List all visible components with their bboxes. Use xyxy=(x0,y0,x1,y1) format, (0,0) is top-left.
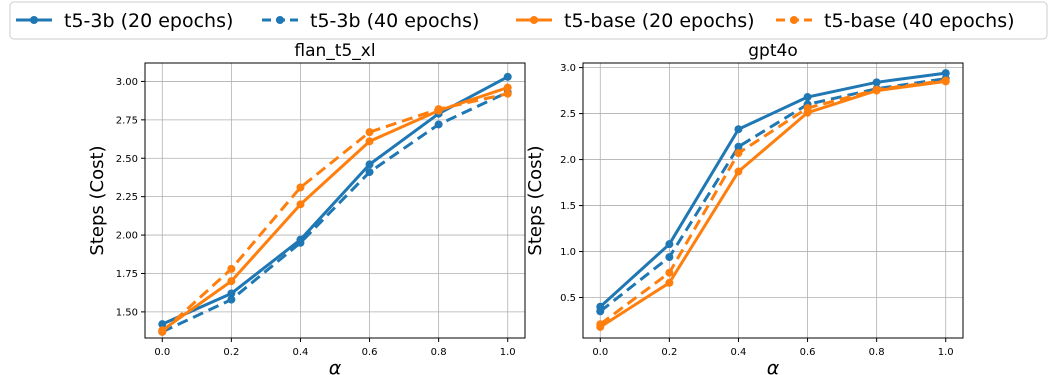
data-point xyxy=(227,264,236,273)
legend-label: t5-base (40 epochs) xyxy=(824,10,1015,32)
data-point xyxy=(434,105,443,114)
x-tick-label: 0.4 xyxy=(731,347,747,358)
y-tick-label: 2.5 xyxy=(560,109,576,120)
legend-label: t5-3b (40 epochs) xyxy=(310,10,479,32)
x-tick-label: 1.0 xyxy=(938,347,954,358)
series-line xyxy=(161,90,509,334)
legend-marker xyxy=(30,16,38,24)
series-line xyxy=(599,78,946,326)
series-line xyxy=(161,92,509,333)
series-t5-base-40-epochs xyxy=(596,76,950,329)
series-line xyxy=(161,75,509,326)
data-point xyxy=(596,320,605,329)
data-point xyxy=(227,295,236,304)
data-point xyxy=(365,168,374,177)
series-t5-base-20-epochs xyxy=(596,77,950,331)
data-point xyxy=(665,278,674,287)
legend-marker xyxy=(276,16,284,24)
y-tick-label: 1.5 xyxy=(560,201,576,212)
data-point xyxy=(734,125,743,134)
data-point xyxy=(665,268,674,277)
chart-title: gpt4o xyxy=(748,41,797,61)
data-point xyxy=(434,120,443,129)
data-point xyxy=(296,238,305,247)
x-tick-label: 0.2 xyxy=(661,347,677,358)
data-point xyxy=(503,72,512,81)
x-tick-label: 0.8 xyxy=(869,347,885,358)
y-tick-label: 2.00 xyxy=(116,231,138,242)
series-line xyxy=(599,71,946,308)
series-t5-3b-40-epochs xyxy=(158,88,512,336)
axes-frame xyxy=(582,62,964,339)
series-line xyxy=(599,77,946,313)
y-tick-label: 2.75 xyxy=(116,115,138,126)
y-tick-label: 1.75 xyxy=(116,269,138,280)
data-point xyxy=(503,89,512,98)
x-tick-label: 0.6 xyxy=(800,347,816,358)
series-t5-3b-40-epochs xyxy=(596,74,950,316)
y-axis-label: Steps (Cost) xyxy=(87,145,108,255)
chart-flan-t5-xl: 0.0 0.2 0.4 0.6 0.8 1.0 1.50 1.75 2.00 2.25 2.50 2.… xyxy=(87,41,526,375)
legend-marker xyxy=(530,16,538,24)
x-tick-label: 0.0 xyxy=(154,347,170,358)
legend-label: t5-3b (20 epochs) xyxy=(64,10,233,32)
data-point xyxy=(665,240,674,249)
data-point xyxy=(803,104,812,113)
data-point xyxy=(665,253,674,262)
data-point xyxy=(734,149,743,158)
x-tick-label: 0.6 xyxy=(362,347,378,358)
y-tick-label: 1.50 xyxy=(116,307,138,318)
axes-frame xyxy=(144,62,526,339)
data-point xyxy=(503,83,512,92)
data-point xyxy=(365,160,374,169)
data-point xyxy=(872,85,881,94)
legend-entry-t5-base-40-epochs: t5-base (40 epochs) xyxy=(776,10,1015,32)
data-point xyxy=(227,289,236,298)
series-line xyxy=(599,79,946,329)
series-t5-3b-20-epochs xyxy=(596,69,950,311)
x-axis-label: α xyxy=(767,357,780,375)
data-point xyxy=(158,320,167,329)
x-tick-label: 1.0 xyxy=(500,347,516,358)
data-point xyxy=(227,277,236,286)
data-point xyxy=(158,327,167,336)
y-tick-label: 0.5 xyxy=(560,293,576,304)
y-axis-label: Steps (Cost) xyxy=(525,145,546,255)
grid xyxy=(583,63,963,338)
data-point xyxy=(734,142,743,151)
data-point xyxy=(365,128,374,137)
data-point xyxy=(365,137,374,146)
legend-entry-t5-base-20-epochs: t5-base (20 epochs) xyxy=(516,10,755,32)
legend-entry-t5-3b-40-epochs: t5-3b (40 epochs) xyxy=(262,10,479,32)
x-tick-label: 0.0 xyxy=(592,347,608,358)
x-tick-label: 0.2 xyxy=(223,347,239,358)
y-tick-label: 3.0 xyxy=(560,63,576,74)
y-tick-label: 3.00 xyxy=(116,77,138,88)
legend: t5-3b (20 epochs) t5-3b (40 epochs) t5-bas… xyxy=(9,1,1048,40)
x-tick-label: 0.8 xyxy=(431,347,447,358)
y-tick-label: 1.0 xyxy=(560,247,576,258)
series-line xyxy=(161,86,509,332)
x-tick-label: 0.4 xyxy=(293,347,309,358)
y-tick-label: 2.25 xyxy=(116,192,138,203)
y-tick-label: 2.0 xyxy=(560,155,576,166)
legend-label: t5-base (20 epochs) xyxy=(564,10,755,32)
series-t5-3b-20-epochs xyxy=(158,72,512,329)
y-tick-label: 2.50 xyxy=(116,154,138,165)
data-point xyxy=(596,307,605,316)
data-point xyxy=(941,76,950,85)
data-point xyxy=(803,93,812,102)
chart-gpt4o: 0.0 0.2 0.4 0.6 0.8 1.0 0.5 1.0 1.5 2.0 2.5 3.0 gpt4… xyxy=(525,41,964,375)
data-point xyxy=(296,200,305,209)
series-t5-base-40-epochs xyxy=(158,89,512,336)
data-point xyxy=(872,78,881,87)
data-point xyxy=(941,69,950,78)
chart-title: flan_t5_xl xyxy=(294,41,375,61)
data-point xyxy=(296,183,305,192)
legend-entry-t5-3b-20-epochs: t5-3b (20 epochs) xyxy=(16,10,233,32)
x-axis-label: α xyxy=(329,357,342,375)
legend-marker xyxy=(790,16,798,24)
data-point xyxy=(734,167,743,176)
